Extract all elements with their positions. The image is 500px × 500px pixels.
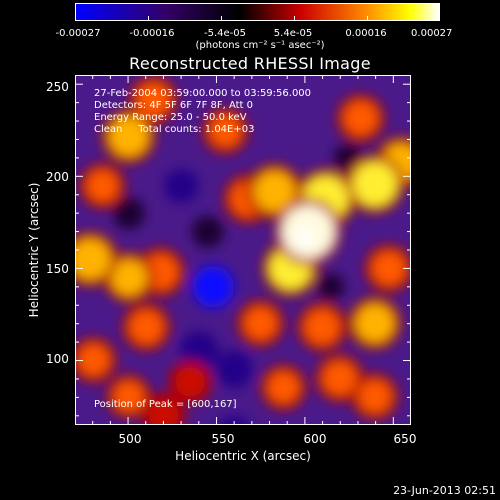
heatmap-blob-positive — [209, 115, 242, 147]
y-tick-label: 200 — [46, 170, 69, 184]
colorbar-tick — [367, 16, 368, 21]
algorithm-label: Clean Total counts: 1.04E+03 — [94, 124, 255, 135]
energy-range-label: Energy Range: 25.0 - 50.0 keV — [94, 112, 247, 123]
colorbar-tick — [148, 16, 149, 21]
y-axis-label: Heliocentric Y (arcsec) — [27, 182, 41, 318]
heatmap-blob-negative — [192, 265, 234, 308]
axis-ticks — [75, 75, 411, 425]
heatmap-blob-positive — [355, 303, 395, 343]
heatmap-blob-positive — [113, 381, 145, 412]
colorbar-tick-label: -0.00016 — [129, 28, 175, 39]
colorbar-tick — [439, 16, 440, 21]
peak-position-label: Position of Peak = [600,167] — [94, 399, 237, 410]
heatmap-blob-positive — [110, 259, 148, 296]
heatmap-blob-positive — [343, 101, 378, 136]
heatmap-blob-negative — [219, 416, 249, 424]
plot-title: Reconstructed RHESSI Image — [129, 54, 371, 73]
colorbar-gradient — [76, 4, 439, 20]
heatmap-blob-negative — [191, 215, 224, 248]
colorbar-tick — [221, 16, 222, 21]
colorbar — [75, 3, 440, 21]
heatmap-blob-positive — [253, 170, 296, 213]
heatmap-blob-negative — [112, 197, 145, 230]
heatmap-blob-positive — [352, 161, 398, 207]
plot-area: 27-Feb-2004 03:59:00.000 to 03:59:56.000… — [75, 75, 411, 425]
time-range-label: 27-Feb-2004 03:59:00.000 to 03:59:56.000 — [94, 88, 312, 99]
heatmap-blob-negative — [215, 350, 254, 388]
footer-date: 23-Jun-2013 02:51 — [393, 484, 496, 497]
x-tick-label: 550 — [211, 432, 235, 446]
heatmap-blob-positive — [108, 116, 149, 157]
x-tick-label: 650 — [393, 432, 417, 446]
heatmap — [76, 76, 410, 424]
heatmap-blob-positive — [267, 371, 300, 404]
x-tick-label: 500 — [118, 432, 142, 446]
y-tick-label: 100 — [46, 352, 69, 366]
x-tick-label: 600 — [303, 432, 327, 446]
colorbar-tick — [75, 16, 76, 21]
heatmap-blob-negative — [317, 273, 345, 301]
colorbar-ticks — [75, 0, 440, 30]
heatmap-blob-positive — [86, 169, 119, 202]
heatmap-blob-positive — [175, 367, 206, 397]
heatmap-blob-positive — [304, 309, 340, 345]
y-tick-label: 250 — [46, 80, 69, 94]
heatmap-blob-positive — [76, 238, 111, 280]
colorbar-tick-label: -5.4e-05 — [204, 28, 246, 39]
heatmap-blob-negative — [164, 168, 199, 204]
detectors-label: Detectors: 4F 5F 6F 7F 8F, Att 0 — [94, 100, 254, 111]
colorbar-tick — [294, 16, 295, 21]
colorbar-units: (photons cm⁻² s⁻¹ asec⁻²) — [195, 40, 325, 51]
heatmap-blob-positive — [358, 380, 392, 414]
heatmap-blob-positive — [149, 400, 179, 424]
heatmap-blob-positive — [371, 251, 407, 286]
y-tick-label: 150 — [46, 262, 69, 276]
heatmap-blob-positive — [136, 82, 171, 117]
x-axis-label: Heliocentric X (arcsec) — [175, 449, 311, 463]
heatmap-blob-positive — [322, 361, 357, 396]
heatmap-blob-positive — [77, 343, 110, 376]
colorbar-tick-label: 0.00016 — [345, 28, 387, 39]
colorbar-tick-label: -0.00027 — [55, 28, 101, 39]
heatmap-blob-positive — [129, 309, 164, 345]
colorbar-tick-label: 0.00027 — [411, 28, 453, 39]
colorbar-tick-label: 5.4e-05 — [273, 28, 313, 39]
heatmap-peak — [295, 228, 314, 247]
heatmap-blob-positive — [244, 306, 278, 340]
